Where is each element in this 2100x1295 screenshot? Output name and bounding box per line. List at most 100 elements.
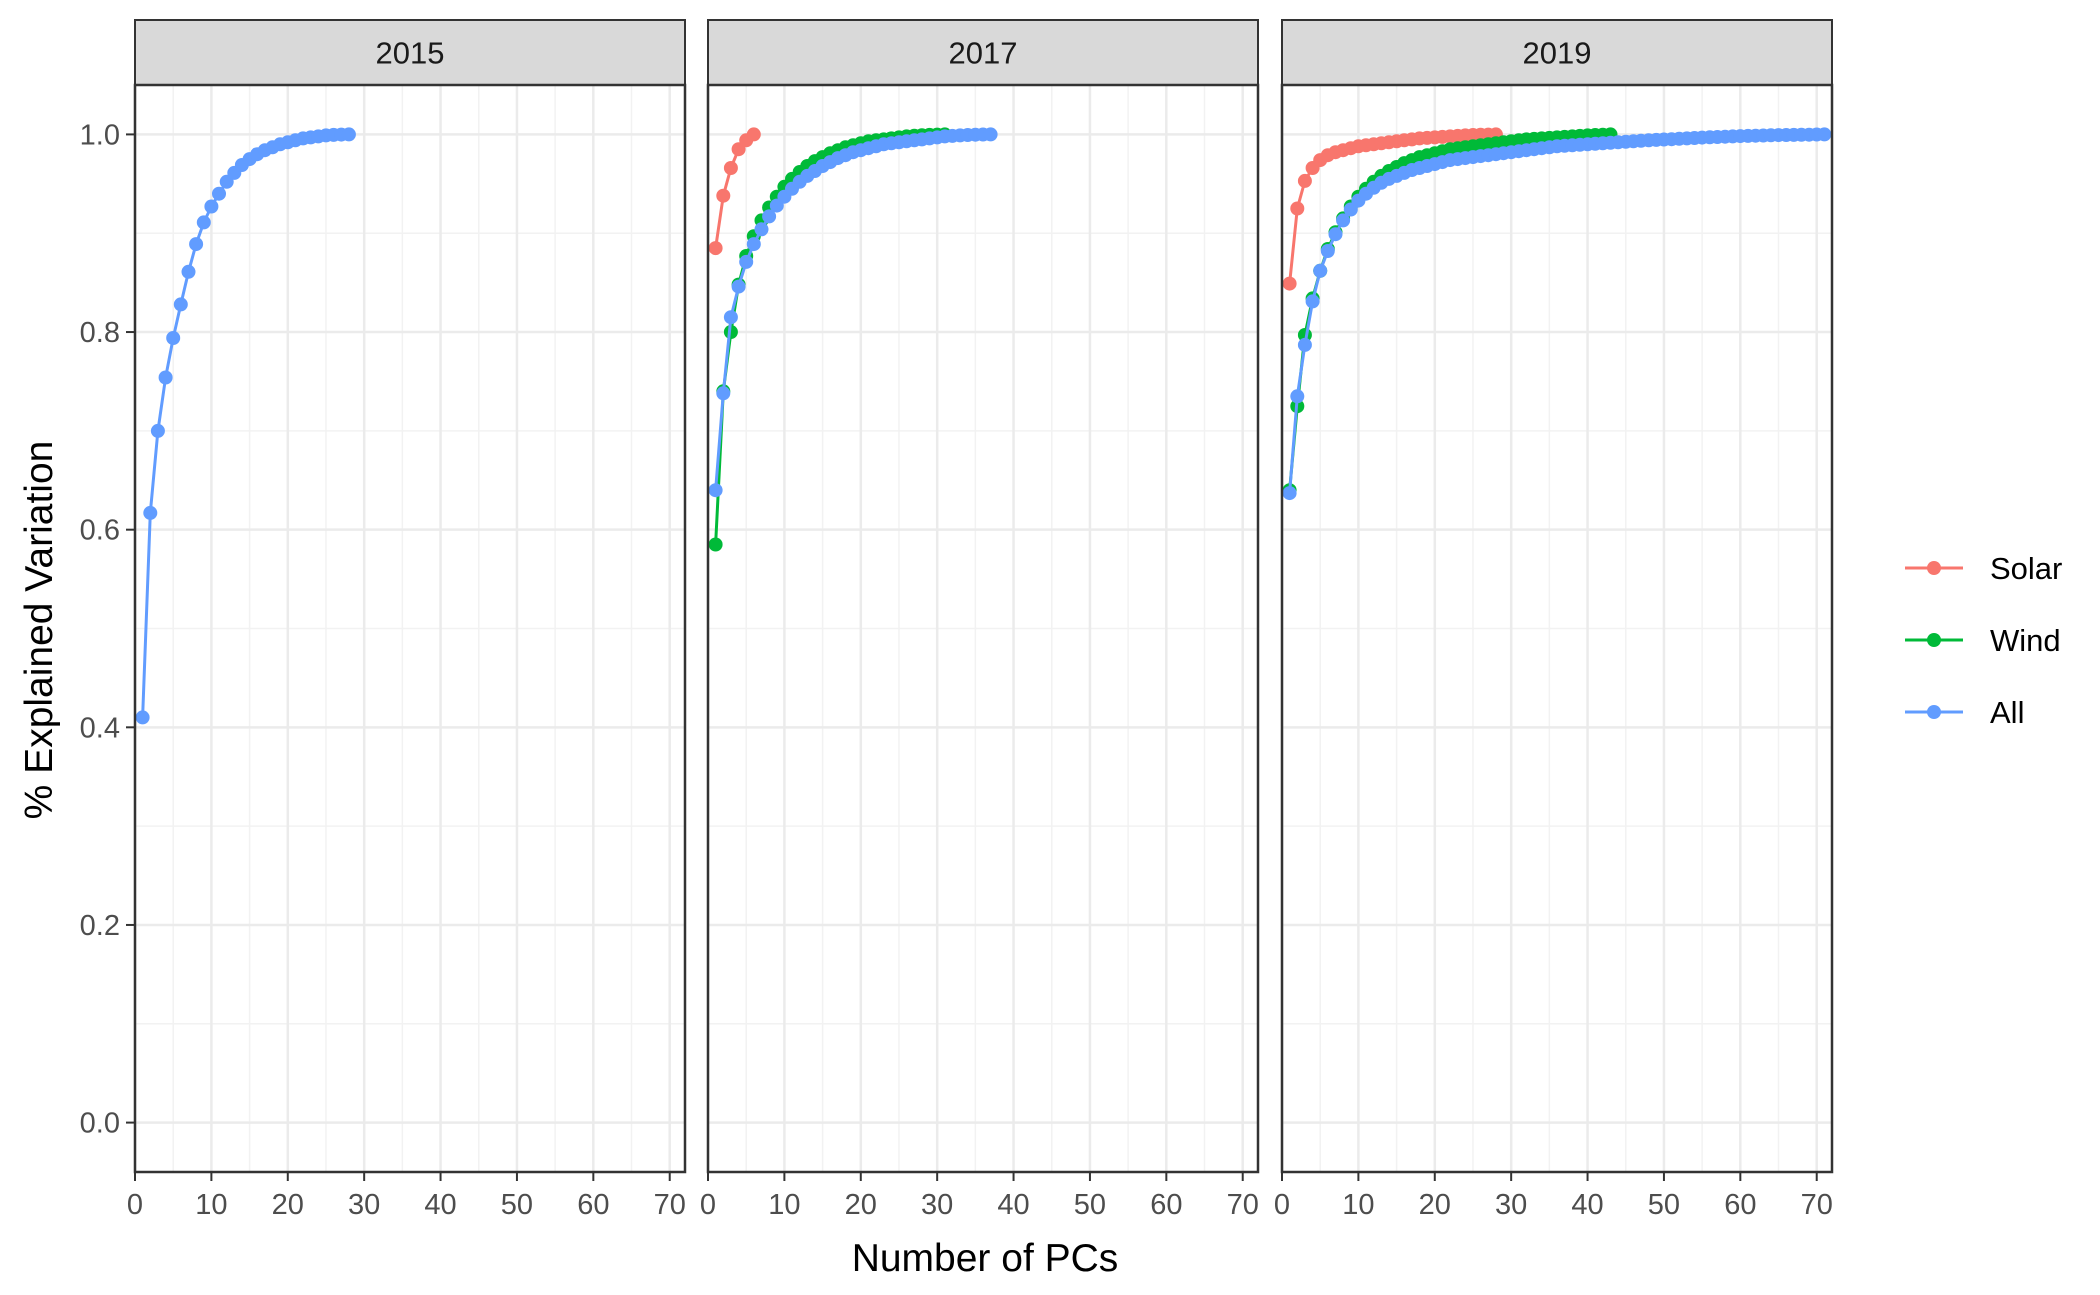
x-tick-label: 30 (348, 1189, 380, 1221)
data-point-all (1290, 389, 1305, 404)
data-point-all (1320, 244, 1335, 258)
x-tick-label: 50 (501, 1189, 533, 1221)
data-point-all (341, 127, 356, 142)
data-point-solar (716, 188, 731, 203)
data-point-solar (723, 161, 738, 175)
data-point-all (1282, 486, 1297, 501)
series-all (135, 127, 356, 725)
legend-key-point (1927, 561, 1941, 575)
data-point-all (723, 310, 738, 325)
facet-panel-2015: 2015 0 10 20 30 40 50 60 70 (127, 19, 687, 1221)
series-all (708, 127, 998, 498)
legend-item-all: All (1905, 695, 2024, 730)
data-point-all (1817, 127, 1832, 142)
x-tick-label: 30 (1495, 1189, 1527, 1221)
x-tick-label: 60 (1724, 1189, 1756, 1221)
data-point-all (189, 237, 204, 252)
data-point-all (150, 423, 165, 438)
data-point-wind (708, 537, 723, 552)
legend-label: All (1990, 695, 2024, 730)
data-point-solar (1297, 173, 1312, 188)
data-point-solar (746, 127, 761, 142)
data-point-all (143, 505, 158, 520)
legend: Solar Wind All (1905, 551, 2062, 730)
x-tick-label: 0 (1274, 1189, 1290, 1221)
data-point-all (196, 215, 211, 230)
y-tick-label: 0.0 (80, 1108, 120, 1140)
facet-strip (1281, 19, 1833, 86)
legend-key-point (1927, 633, 1941, 647)
x-tick-label: 40 (1571, 1189, 1603, 1221)
data-point-all (166, 331, 181, 345)
x-tick-label: 70 (654, 1189, 686, 1221)
data-point-all (1297, 337, 1312, 352)
facet-strip-label: 2019 (1523, 36, 1592, 71)
series-solar (708, 127, 761, 256)
data-point-all (739, 254, 754, 269)
facet-strip-label: 2015 (376, 36, 445, 71)
x-tick-label: 0 (127, 1189, 143, 1221)
panel-border (706, 83, 1260, 1174)
y-tick-label: 0.6 (80, 515, 120, 547)
data-point-all (204, 199, 219, 214)
data-point-all (762, 209, 777, 224)
x-tick-label: 50 (1648, 1189, 1680, 1221)
y-tick-label: 0.2 (80, 910, 120, 942)
data-point-all (731, 279, 746, 294)
legend-label: Wind (1990, 623, 2061, 658)
data-point-all (708, 483, 723, 498)
facet-panel-2019: 2019 0 10 20 30 40 50 60 70 (1274, 19, 1834, 1221)
y-tick-label: 1.0 (80, 119, 120, 151)
x-tick-label: 20 (272, 1189, 304, 1221)
x-tick-label: 70 (1227, 1189, 1259, 1221)
x-tick-label: 10 (1342, 1189, 1374, 1221)
data-point-solar (1282, 276, 1297, 291)
facet-strip-label: 2017 (949, 36, 1018, 71)
y-tick-label: 0.8 (80, 317, 120, 349)
x-tick-label: 10 (195, 1189, 227, 1221)
data-point-all (754, 222, 769, 237)
data-point-all (181, 264, 196, 279)
x-tick-label: 10 (768, 1189, 800, 1221)
facet-panel-2017: 2017 0 10 20 30 40 50 60 70 (700, 19, 1260, 1221)
x-tick-label: 20 (845, 1189, 877, 1221)
data-point-all (716, 386, 731, 401)
series-solar (1282, 127, 1503, 291)
x-tick-label: 40 (424, 1189, 456, 1221)
x-tick-label: 60 (577, 1189, 609, 1221)
x-tick-label: 40 (997, 1189, 1029, 1221)
data-point-all (746, 237, 761, 252)
legend-key-point (1927, 705, 1941, 719)
x-axis-title: Number of PCs (852, 1237, 1119, 1280)
data-point-all (983, 127, 998, 142)
x-tick-label: 60 (1150, 1189, 1182, 1221)
x-tick-label: 20 (1419, 1189, 1451, 1221)
data-point-all (173, 297, 188, 312)
series-all (1282, 127, 1832, 501)
x-tick-label: 30 (921, 1189, 953, 1221)
data-point-all (158, 370, 173, 385)
data-point-all (1313, 263, 1328, 278)
data-point-all (1328, 227, 1343, 242)
legend-item-solar: Solar (1905, 551, 2062, 586)
data-point-solar (1290, 201, 1305, 216)
x-tick-label: 0 (700, 1189, 716, 1221)
data-point-all (135, 710, 150, 725)
panel-border (133, 83, 687, 1174)
panel-border (1280, 83, 1834, 1174)
y-axis-title: % Explained Variation (18, 441, 61, 820)
data-point-solar (708, 241, 723, 256)
x-tick-label: 70 (1801, 1189, 1833, 1221)
y-axis: 0.0 0.2 0.4 0.6 0.8 1.0 (80, 119, 135, 1140)
data-point-all (212, 186, 226, 201)
facet-strip (134, 19, 686, 86)
y-tick-label: 0.4 (80, 712, 120, 744)
legend-label: Solar (1990, 551, 2062, 586)
data-point-all (1336, 213, 1351, 228)
x-tick-label: 50 (1074, 1189, 1106, 1221)
data-point-all (1305, 294, 1320, 309)
gridlines (706, 85, 1258, 1172)
